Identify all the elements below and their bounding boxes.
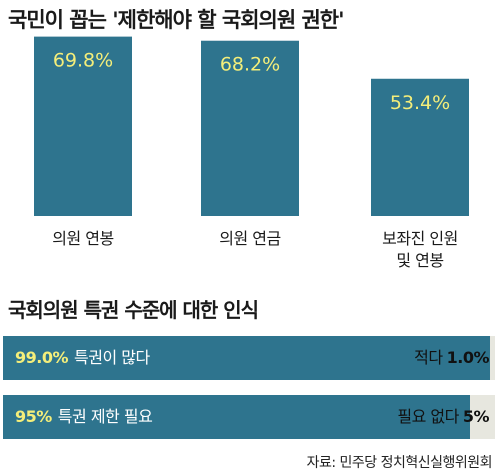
hbar-left-label: 95% 특권 제한 필요	[15, 395, 153, 439]
bar-2	[201, 40, 299, 216]
hbar-right-text: 적다	[414, 348, 443, 367]
category-label-line: 및 연봉	[396, 251, 444, 270]
hbar-left-text: 특권 제한 필요	[57, 407, 153, 426]
category-label-staff: 보좌진 인원 및 연봉	[345, 228, 495, 272]
hbar-row-privilege: 99.0% 특권이 많다 적다 1.0%	[3, 336, 495, 380]
section-title: 국회의원 특권 수준에 대한 인식	[8, 298, 259, 322]
hbar-left-text: 특권이 많다	[74, 348, 150, 367]
category-label-line: 보좌진 인원	[382, 229, 458, 248]
hbar-right-value: 1.0%	[446, 348, 490, 367]
hbar-fill	[3, 395, 471, 439]
hbar-row-restriction: 95% 특권 제한 필요 필요 없다 5%	[3, 395, 495, 439]
hbar-right-label: 필요 없다 5%	[397, 395, 489, 439]
category-label-line: 의원 연금	[219, 229, 281, 248]
category-label-pension: 의원 연금	[175, 228, 325, 250]
hbar-right-text: 필요 없다	[397, 407, 459, 426]
hbar-right-label: 적다 1.0%	[414, 336, 489, 380]
category-label-salary: 의원 연봉	[8, 228, 158, 250]
bar-value-label-3: 53.4%	[390, 92, 450, 114]
hbar-left-value: 99.0%	[15, 348, 69, 367]
source-note: 자료: 민주당 정치혁신실행위원회	[306, 455, 493, 471]
bar-1	[34, 36, 132, 216]
vertical-bar-chart: 69.8% 68.2% 53.4% 의원 연봉 의원 연금 보좌진 인원 및 연봉	[0, 36, 500, 282]
hbar-right-value: 5%	[462, 407, 490, 426]
bar-value-label-1: 69.8%	[53, 50, 113, 72]
bar-3	[371, 78, 469, 217]
chart-title: 국민이 꼽는 '제한해야 할 국회의원 권한'	[8, 8, 345, 32]
hbar-fill	[3, 336, 491, 380]
hbar-left-label: 99.0% 특권이 많다	[15, 336, 150, 380]
category-label-line: 의원 연봉	[52, 229, 114, 248]
bar-value-label-2: 68.2%	[220, 54, 280, 76]
bar-chart-svg: 69.8% 68.2% 53.4%	[34, 36, 469, 217]
hbar-left-value: 95%	[15, 407, 52, 426]
